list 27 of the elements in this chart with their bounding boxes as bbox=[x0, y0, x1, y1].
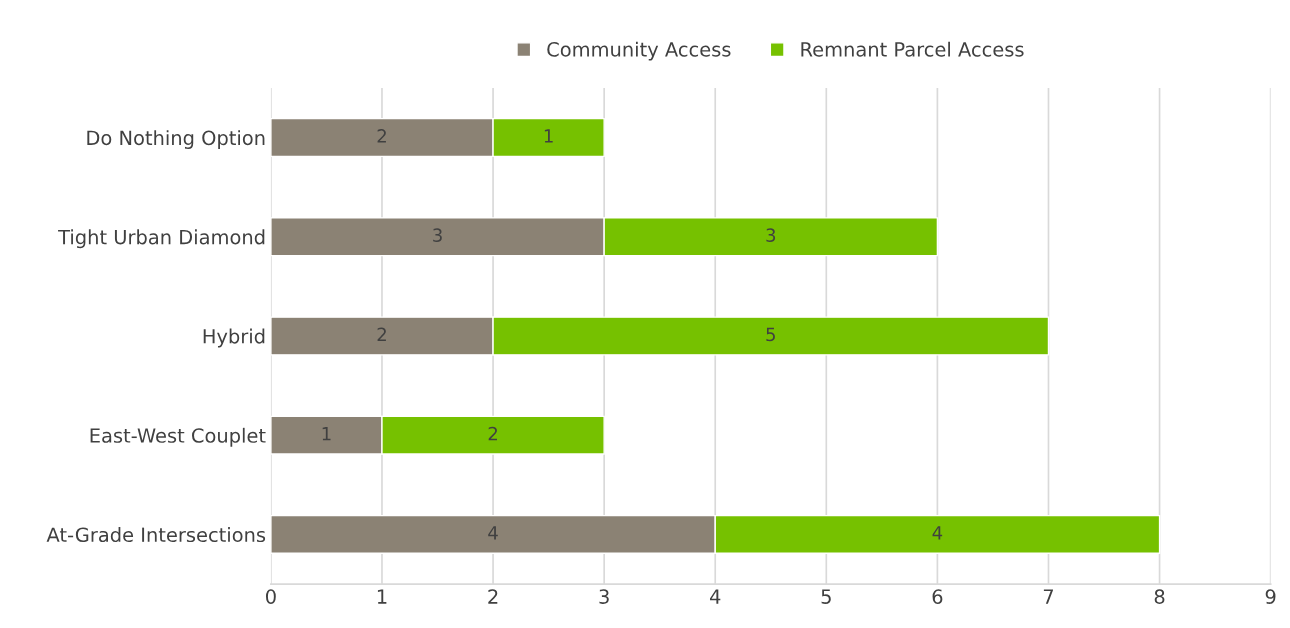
data-label: 1 bbox=[322, 427, 331, 441]
x-tick-label: 3 bbox=[599, 589, 609, 604]
data-label: 5 bbox=[766, 327, 775, 342]
data-label: 4 bbox=[488, 526, 498, 540]
data-label: 2 bbox=[377, 327, 386, 341]
x-tick-label: 2 bbox=[488, 589, 498, 604]
x-tick-label: 5 bbox=[821, 589, 831, 604]
data-label: 3 bbox=[433, 228, 442, 242]
data-label: 1 bbox=[544, 129, 553, 143]
data-label: 2 bbox=[488, 426, 497, 441]
x-tick-label: 9 bbox=[1265, 589, 1276, 604]
legend-label: Community Access bbox=[547, 41, 731, 61]
y-tick-label: Do Nothing Option bbox=[87, 130, 265, 149]
y-tick-label: Hybrid bbox=[203, 328, 265, 348]
y-tick-label: At-Grade Intersections bbox=[46, 527, 266, 543]
data-label: 4 bbox=[932, 526, 943, 540]
data-label: 2 bbox=[377, 129, 386, 143]
data-label: 3 bbox=[766, 228, 776, 242]
x-tick-label: 0 bbox=[266, 589, 276, 604]
x-tick-label: 1 bbox=[377, 589, 387, 604]
x-tick-label: 6 bbox=[932, 589, 943, 604]
x-tick-label: 4 bbox=[710, 589, 721, 604]
legend-label: Remnant Parcel Access bbox=[801, 41, 1024, 57]
y-tick-label: East-West Couplet bbox=[90, 427, 266, 447]
x-tick-label: 8 bbox=[1154, 589, 1165, 604]
y-tick-label: Tight Urban Diamond bbox=[58, 229, 265, 249]
x-tick-label: 7 bbox=[1043, 589, 1054, 604]
